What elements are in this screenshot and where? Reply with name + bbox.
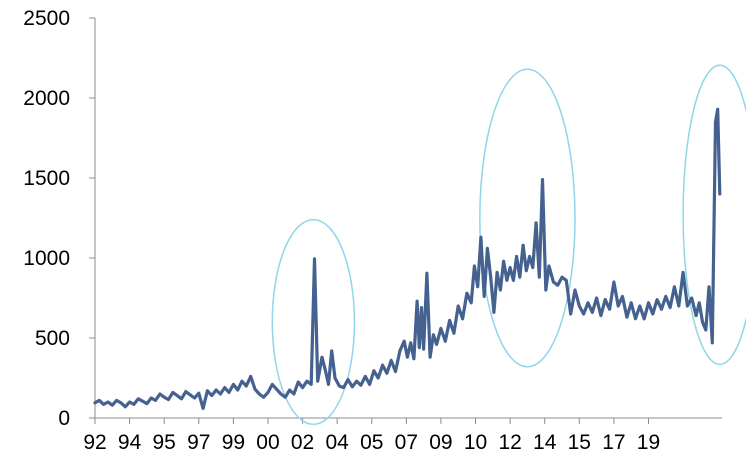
x-axis-tick-labels: 92 94 95 97 99 00 02 04 05 07 09 10 12 14 15 17 19 [83,431,660,454]
x-tick-label: 05 [360,431,383,454]
x-tick-label: 92 [83,431,106,454]
y-tick-label: 0 [58,407,70,430]
chart-series [93,107,722,410]
x-tick-label: 97 [187,431,210,454]
x-tick-label: 17 [602,431,625,454]
x-tick-label: 95 [153,431,176,454]
series-line [93,107,722,410]
highlight-ellipses [271,64,746,426]
chart-axes [89,17,722,424]
x-tick-label: 14 [533,431,557,454]
y-tick-label: 1500 [23,167,70,190]
y-axis-tick-labels: 0 500 1000 1500 2000 2500 [23,7,70,430]
x-tick-label: 19 [637,431,660,454]
y-tick-label: 500 [35,327,70,350]
x-tick-label: 15 [568,431,591,454]
y-tick-label: 2000 [23,87,70,110]
x-tick-label: 07 [395,431,418,454]
x-tick-label: 00 [256,431,279,454]
y-tick-label: 2500 [23,7,70,30]
highlight-ellipse [271,218,356,426]
highlight-ellipse [682,64,746,366]
x-tick-label: 10 [464,431,487,454]
y-tick-label: 1000 [23,247,70,270]
x-tick-label: 12 [498,431,521,454]
x-tick-label: 09 [429,431,452,454]
x-tick-label: 99 [222,431,245,454]
x-tick-label: 02 [291,431,314,454]
x-tick-label: 94 [118,431,142,454]
x-tick-label: 04 [325,431,349,454]
highlight-ellipse [479,68,576,368]
